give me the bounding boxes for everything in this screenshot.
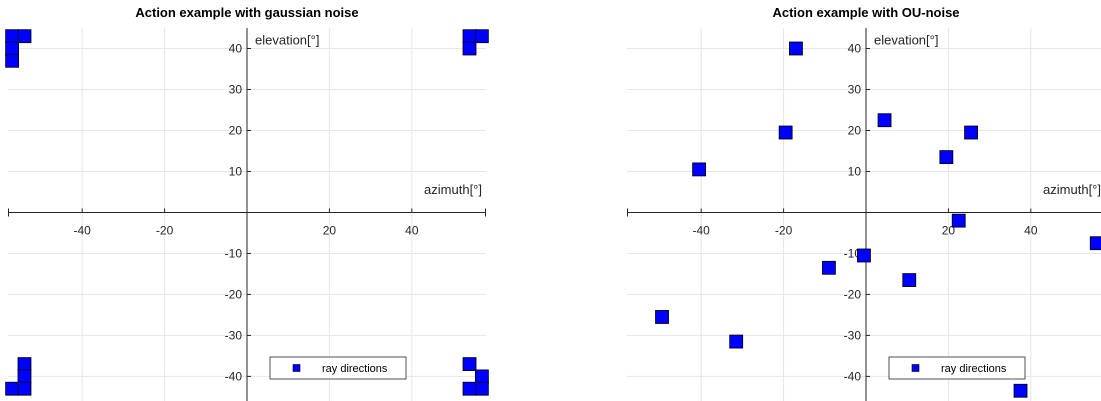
chart-title: Action example with OU-noise <box>772 5 959 20</box>
y-tick-label: 30 <box>229 82 243 96</box>
data-point <box>789 41 803 56</box>
y-tick-label: -20 <box>225 287 243 301</box>
data-point <box>17 381 32 396</box>
y-tick-label: 40 <box>229 41 243 55</box>
x-tick-label: 40 <box>405 223 419 237</box>
data-point <box>857 248 871 263</box>
legend-marker <box>911 364 920 372</box>
y-tick-label: -30 <box>225 328 243 342</box>
data-point <box>939 150 954 165</box>
legend-box <box>269 356 407 380</box>
data-point <box>5 41 20 56</box>
y-tick-label: -10 <box>844 246 862 260</box>
data-point <box>729 334 744 349</box>
y-tick-label: 10 <box>848 164 862 178</box>
legend-label: ray directions <box>322 363 388 375</box>
y-tick-label: 20 <box>848 123 862 137</box>
data-point <box>1089 236 1101 251</box>
legend-marker <box>292 364 301 372</box>
x-tick-label: -40 <box>693 223 711 237</box>
data-point <box>474 29 489 44</box>
data-point <box>877 113 892 128</box>
data-point <box>5 53 20 68</box>
y-tick-label: 30 <box>848 82 862 96</box>
data-point <box>902 273 917 287</box>
data-point <box>692 162 707 177</box>
y-tick-label: 40 <box>848 41 862 55</box>
y-tick-label: -40 <box>225 369 243 383</box>
chart-title: Action example with gaussian noise <box>135 5 358 20</box>
x-tick-label: -40 <box>74 223 92 237</box>
x-tick-label: -20 <box>775 223 793 237</box>
x-axis-label: azimuth[°] <box>1043 182 1101 197</box>
y-tick-label: -10 <box>225 246 243 260</box>
data-point <box>462 41 477 56</box>
data-point <box>964 125 978 140</box>
data-point <box>655 310 669 324</box>
y-tick-label: -40 <box>844 369 862 383</box>
data-point <box>462 29 477 44</box>
x-tick-label: 20 <box>323 223 337 237</box>
x-tick-label: 40 <box>1024 223 1038 237</box>
y-tick-label: 10 <box>229 164 243 178</box>
data-point <box>17 357 32 372</box>
scatter-chart-gaussian: Action example with gaussian noise -40 -20… <box>5 5 489 401</box>
scatter-chart-ou: Action example with OU-noise -40 -20 20 40 -4… <box>627 5 1101 401</box>
data-point <box>474 381 489 396</box>
data-point <box>5 381 20 396</box>
data-point <box>474 369 489 384</box>
data-point <box>17 29 32 44</box>
y-axis-label: elevation[°] <box>874 32 938 47</box>
data-point <box>462 381 477 396</box>
data-point <box>17 369 32 384</box>
legend: ray directions <box>269 356 407 380</box>
y-tick-label: 20 <box>229 123 243 137</box>
legend: ray directions <box>888 356 1026 380</box>
data-point <box>951 213 966 228</box>
legend-label: ray directions <box>941 363 1007 375</box>
data-point <box>5 29 20 44</box>
y-tick-label: -30 <box>844 328 862 342</box>
data-point <box>778 125 793 140</box>
data-point <box>462 357 477 372</box>
x-axis-label: azimuth[°] <box>424 182 482 197</box>
y-axis-label: elevation[°] <box>255 32 319 47</box>
data-point <box>1013 383 1028 398</box>
data-point <box>822 260 836 275</box>
y-tick-label: -20 <box>844 287 862 301</box>
legend-box <box>888 356 1026 380</box>
x-tick-label: -20 <box>156 223 174 237</box>
